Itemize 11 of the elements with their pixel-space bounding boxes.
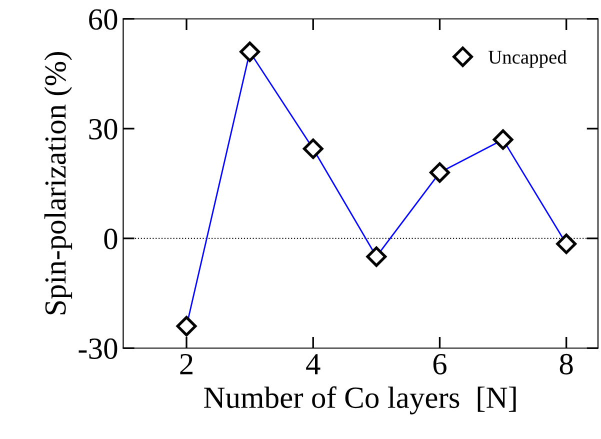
y-tick-label: 60 [89,9,118,30]
x-tick-label: 6 [433,354,446,374]
y-tick-label: -30 [78,338,118,360]
legend-label: Uncapped [488,50,567,68]
x-tick-label: 4 [306,354,320,374]
y-axis-title: Spin-polarization (%) [44,52,72,314]
x-axis-title: Number of Co layers [N] [204,386,516,414]
y-tick-label: 30 [89,118,118,140]
x-tick-label: 8 [560,354,573,374]
x-tick-label: 2 [180,354,192,374]
y-tick-label: 0 [104,228,118,250]
